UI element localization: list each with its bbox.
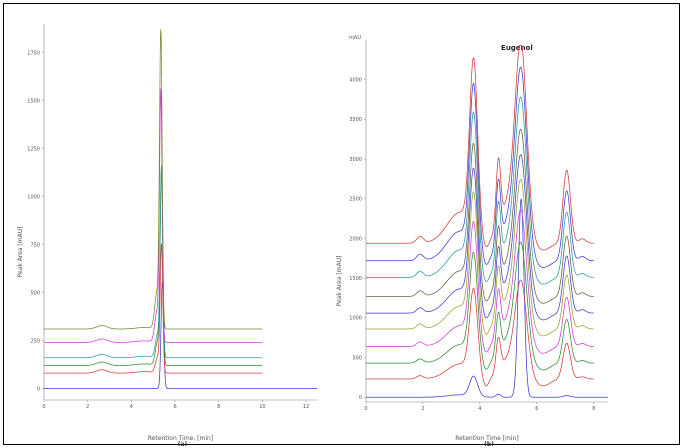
y-tick-label: 0 bbox=[37, 386, 40, 392]
x-tick-label: 6 bbox=[173, 404, 176, 410]
y-tick-label: 250 bbox=[30, 338, 40, 344]
y-tick-label: 1500 bbox=[349, 276, 362, 282]
x-tick-label: 0 bbox=[364, 406, 367, 412]
y-tick-label: 2500 bbox=[349, 197, 362, 203]
x-tick-label: 4 bbox=[130, 404, 133, 410]
y-tick-label: 1750 bbox=[27, 51, 40, 57]
panel-label: (a) bbox=[178, 441, 188, 446]
panel-b-series-line-3 bbox=[366, 209, 594, 354]
panel-b-series-line-4 bbox=[366, 179, 594, 337]
chromatogram-figure: 0 250 500 750 1000 1250 1500 1750 0 2 4 6 8 10 12 Reten… bbox=[17, 24, 608, 446]
panel-b-series-line-9 bbox=[366, 44, 594, 251]
x-tick-label: 6 bbox=[535, 406, 538, 412]
panel-a-series-line-5 bbox=[43, 29, 263, 330]
y-tick-label: 3500 bbox=[349, 117, 362, 123]
panel-a-series-line-4 bbox=[43, 88, 263, 343]
y-tick-label: 500 bbox=[30, 290, 40, 296]
y-tick-label: 3000 bbox=[349, 157, 362, 163]
panel-a-series-line-3 bbox=[43, 165, 263, 359]
y-tick-label: 4000 bbox=[349, 77, 362, 83]
panel-b-series-line-1 bbox=[366, 279, 594, 387]
y-tick-label: 500 bbox=[352, 355, 362, 361]
panel-b-series-line-2 bbox=[366, 241, 594, 371]
y-tick-label: 1000 bbox=[27, 194, 40, 200]
y-axis-label: Peak Area [mAU] bbox=[17, 227, 24, 278]
panel-b-series-line-8 bbox=[366, 66, 594, 268]
y-tick-label: 750 bbox=[30, 242, 40, 248]
x-axis-label: Retention Time [min] bbox=[455, 435, 518, 442]
y-tick-label: 1500 bbox=[27, 99, 40, 105]
panel-label: (b) bbox=[484, 441, 494, 446]
unit-label: mAU bbox=[349, 35, 361, 41]
y-tick-label: 2000 bbox=[349, 236, 362, 242]
x-tick-label: 0 bbox=[42, 404, 45, 410]
x-tick-label: 4 bbox=[478, 406, 481, 412]
x-tick-label: 8 bbox=[217, 404, 220, 410]
x-axis-label: Retention Time, [min] bbox=[148, 435, 213, 442]
eugenol-annotation: Eugenol bbox=[501, 44, 533, 52]
x-tick-label: 8 bbox=[592, 406, 595, 412]
y-tick-label: 1000 bbox=[349, 316, 362, 322]
panel-a-series-line-1 bbox=[43, 243, 263, 374]
y-axis-label: Peak Area [mAU] bbox=[336, 256, 343, 307]
panel-b-series-line-7 bbox=[366, 96, 594, 285]
x-tick-label: 2 bbox=[421, 406, 424, 412]
x-tick-label: 2 bbox=[86, 404, 89, 410]
y-tick-label: 1250 bbox=[27, 146, 40, 152]
x-tick-label: 10 bbox=[259, 404, 265, 410]
panel-b-series-line-0 bbox=[366, 198, 608, 398]
panel-a-series-line-2 bbox=[43, 169, 263, 366]
x-tick-label: 12 bbox=[303, 404, 309, 410]
y-tick-label: 0 bbox=[359, 395, 362, 401]
panel-b-series-line-6 bbox=[366, 128, 594, 304]
panel-a-series-line-0 bbox=[44, 280, 317, 389]
figure-frame: 0 250 500 750 1000 1250 1500 1750 0 2 4 6 8 10 12 Reten… bbox=[3, 3, 680, 446]
panel-b-series-line-5 bbox=[366, 154, 594, 321]
